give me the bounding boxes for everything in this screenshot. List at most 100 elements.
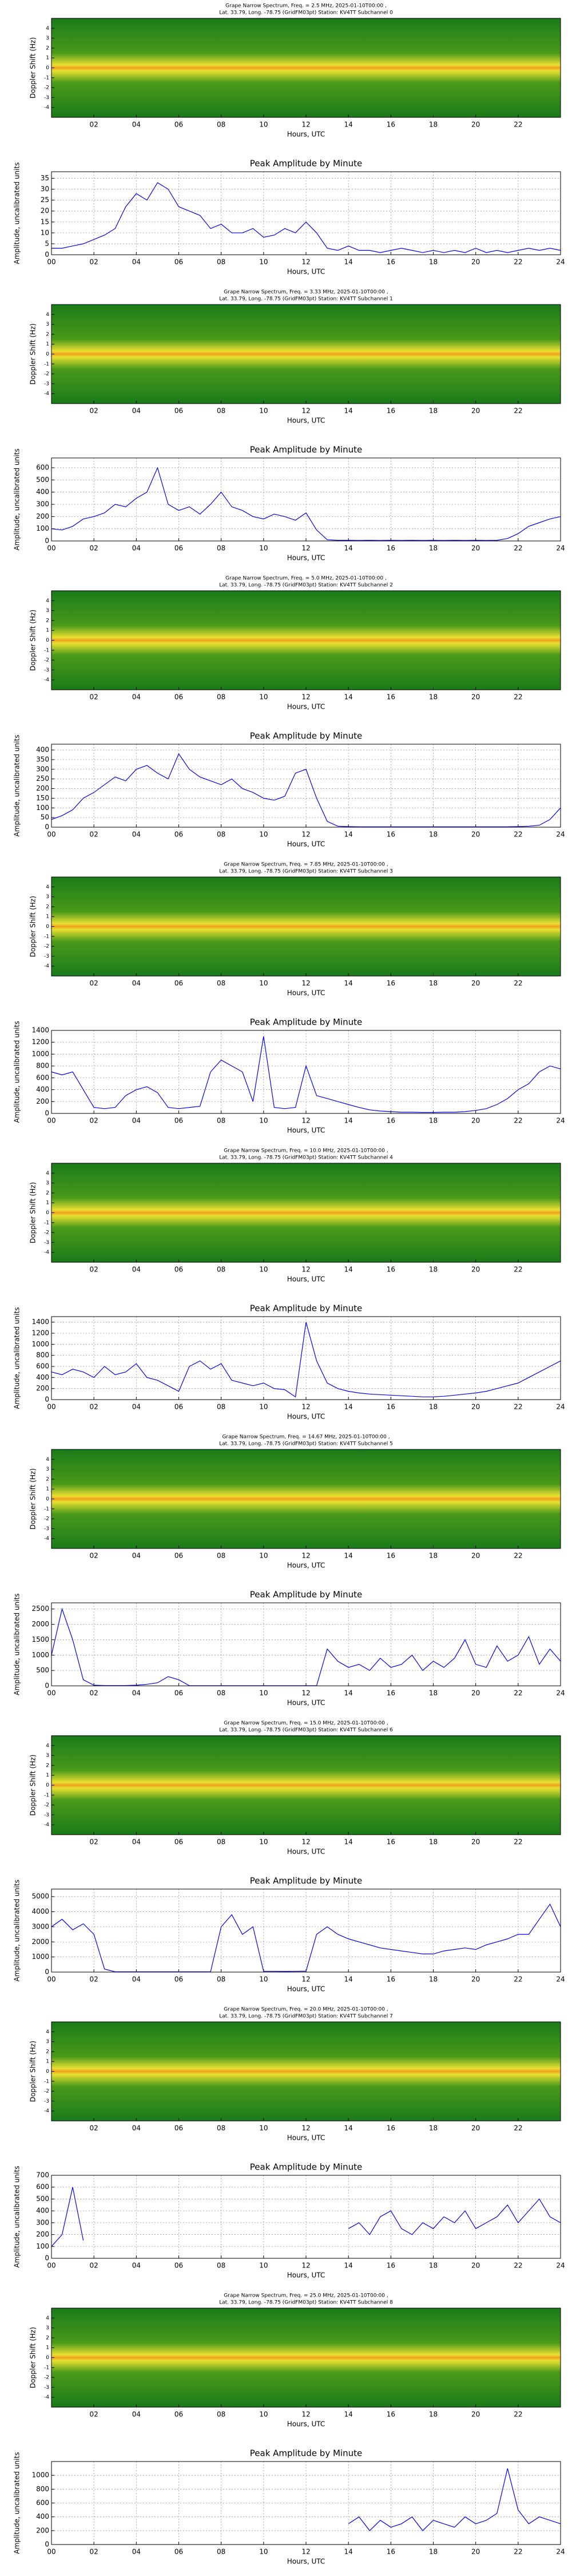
- y-tick-label: 3: [46, 1753, 49, 1759]
- x-tick-label: 16: [387, 544, 395, 552]
- y-tick-label: 1: [46, 2059, 49, 2065]
- x-tick-label: 20: [471, 1838, 480, 1846]
- x-tick-label: 18: [429, 1117, 438, 1125]
- chart-subtitle: Lat. 33.79, Long. -78.75 (GridFM03pt) St…: [219, 1155, 393, 1161]
- chart-title: Peak Amplitude by Minute: [250, 1017, 362, 1028]
- y-tick-label: 3: [46, 2039, 49, 2045]
- plot-frame: [51, 876, 561, 977]
- x-tick-label: 18: [429, 2124, 438, 2132]
- y-tick-label: 50: [41, 813, 49, 821]
- spectrogram-image: [51, 2022, 561, 2121]
- x-axis-label: Hours, UTC: [287, 1127, 325, 1135]
- x-tick-label: 06: [174, 979, 183, 987]
- x-tick-label: 18: [429, 2548, 438, 2556]
- x-tick-label: 04: [132, 407, 141, 415]
- x-tick-label: 20: [471, 2262, 480, 2270]
- chart-title: Peak Amplitude by Minute: [250, 159, 362, 169]
- x-tick-label: 20: [471, 2124, 480, 2132]
- x-tick-label: 18: [429, 1552, 438, 1560]
- chart-subtitle: Lat. 33.79, Long. -78.75 (GridFM03pt) St…: [219, 297, 393, 302]
- x-tick-label: 08: [217, 693, 225, 701]
- y-tick-label: -4: [44, 391, 49, 397]
- spectrogram-image: [51, 2308, 561, 2407]
- y-tick-label: 600: [36, 1073, 49, 1081]
- chart-title: Peak Amplitude by Minute: [250, 1590, 362, 1600]
- x-tick-label: 12: [301, 2411, 310, 2419]
- x-tick-label: 16: [387, 2262, 395, 2270]
- y-tick-label: -2: [44, 2375, 49, 2381]
- y-tick-label: -2: [44, 1803, 49, 1808]
- x-tick-label: 18: [429, 544, 438, 552]
- x-tick-label: 12: [301, 1689, 310, 1697]
- y-tick-label: 10: [41, 228, 49, 236]
- x-tick-label: 18: [429, 831, 438, 839]
- chart-title: Peak Amplitude by Minute: [250, 2162, 362, 2172]
- x-tick-label: 14: [344, 1117, 353, 1125]
- x-axis-label: Hours, UTC: [287, 1562, 325, 1570]
- x-tick-label: 00: [47, 2548, 55, 2556]
- x-tick-label: 08: [217, 2262, 225, 2270]
- chart-title: Grape Narrow Spectrum, Freq. = 10.0 MHz,…: [224, 1148, 388, 1154]
- x-tick-label: 08: [217, 407, 225, 415]
- x-tick-label: 16: [387, 1838, 395, 1846]
- x-tick-label: 02: [90, 1403, 98, 1411]
- y-tick-label: 4000: [31, 1907, 49, 1915]
- x-tick-label: 06: [174, 2124, 183, 2132]
- x-tick-label: 24: [556, 2548, 565, 2556]
- x-tick-label: 20: [471, 1976, 480, 1984]
- plot-frame: [51, 1602, 561, 1686]
- x-tick-label: 10: [259, 2548, 268, 2556]
- x-tick-label: 02: [90, 1976, 98, 1984]
- y-tick-label: 2: [46, 331, 49, 337]
- data-line: [348, 2468, 561, 2531]
- y-tick-label: 400: [36, 1085, 49, 1093]
- x-tick-label: 02: [90, 1838, 98, 1846]
- y-tick-label: 300: [36, 2218, 49, 2226]
- x-tick-label: 04: [132, 258, 141, 266]
- x-tick-label: 08: [217, 1266, 225, 1274]
- y-tick-label: 4: [46, 2316, 49, 2321]
- x-axis-label: Hours, UTC: [287, 1848, 325, 1856]
- y-tick-label: 800: [36, 2485, 49, 2493]
- x-tick-label: 08: [217, 544, 225, 552]
- chart-title: Peak Amplitude by Minute: [250, 2448, 362, 2459]
- plot-frame: [51, 1030, 561, 1114]
- plot-frame: [51, 1163, 561, 1263]
- x-tick-label: 08: [217, 121, 225, 129]
- y-tick-label: 4: [46, 26, 49, 31]
- x-tick-label: 06: [174, 258, 183, 266]
- x-tick-label: 20: [471, 2548, 480, 2556]
- y-tick-label: 0: [45, 2541, 49, 2549]
- x-tick-label: 18: [429, 693, 438, 701]
- chart-title: Grape Narrow Spectrum, Freq. = 14.67 MHz…: [222, 1435, 390, 1440]
- x-tick-label: 16: [387, 1266, 395, 1274]
- y-tick-label: 0: [45, 1682, 49, 1690]
- y-tick-label: 700: [36, 2171, 49, 2179]
- x-tick-label: 24: [556, 1403, 565, 1411]
- y-tick-label: 1: [46, 2345, 49, 2351]
- chart-title: Grape Narrow Spectrum, Freq. = 2.5 MHz, …: [225, 3, 387, 9]
- chart-title: Grape Narrow Spectrum, Freq. = 15.0 MHz,…: [224, 1721, 388, 1726]
- plot-frame: [51, 18, 561, 118]
- x-tick-label: 14: [344, 1976, 353, 1984]
- x-tick-label: 20: [471, 979, 480, 987]
- x-tick-label: 10: [259, 2411, 268, 2419]
- y-tick-label: 2: [46, 1763, 49, 1768]
- x-axis-label: Hours, UTC: [287, 1699, 325, 1707]
- x-tick-label: 08: [217, 2548, 225, 2556]
- y-tick-label: 3: [46, 608, 49, 614]
- x-tick-label: 22: [514, 258, 522, 266]
- x-axis-label: Hours, UTC: [287, 131, 325, 139]
- x-tick-label: 20: [471, 1117, 480, 1125]
- x-tick-label: 24: [556, 831, 565, 839]
- y-tick-label: -3: [44, 95, 49, 101]
- plot-frame: [51, 457, 561, 542]
- plot-frame: [51, 304, 561, 404]
- x-tick-label: 12: [301, 121, 310, 129]
- x-tick-label: 02: [90, 2262, 98, 2270]
- x-tick-label: 08: [217, 831, 225, 839]
- x-tick-label: 16: [387, 979, 395, 987]
- x-tick-label: 00: [47, 1976, 55, 1984]
- y-tick-label: 400: [36, 488, 49, 496]
- y-tick-label: 3: [46, 2325, 49, 2331]
